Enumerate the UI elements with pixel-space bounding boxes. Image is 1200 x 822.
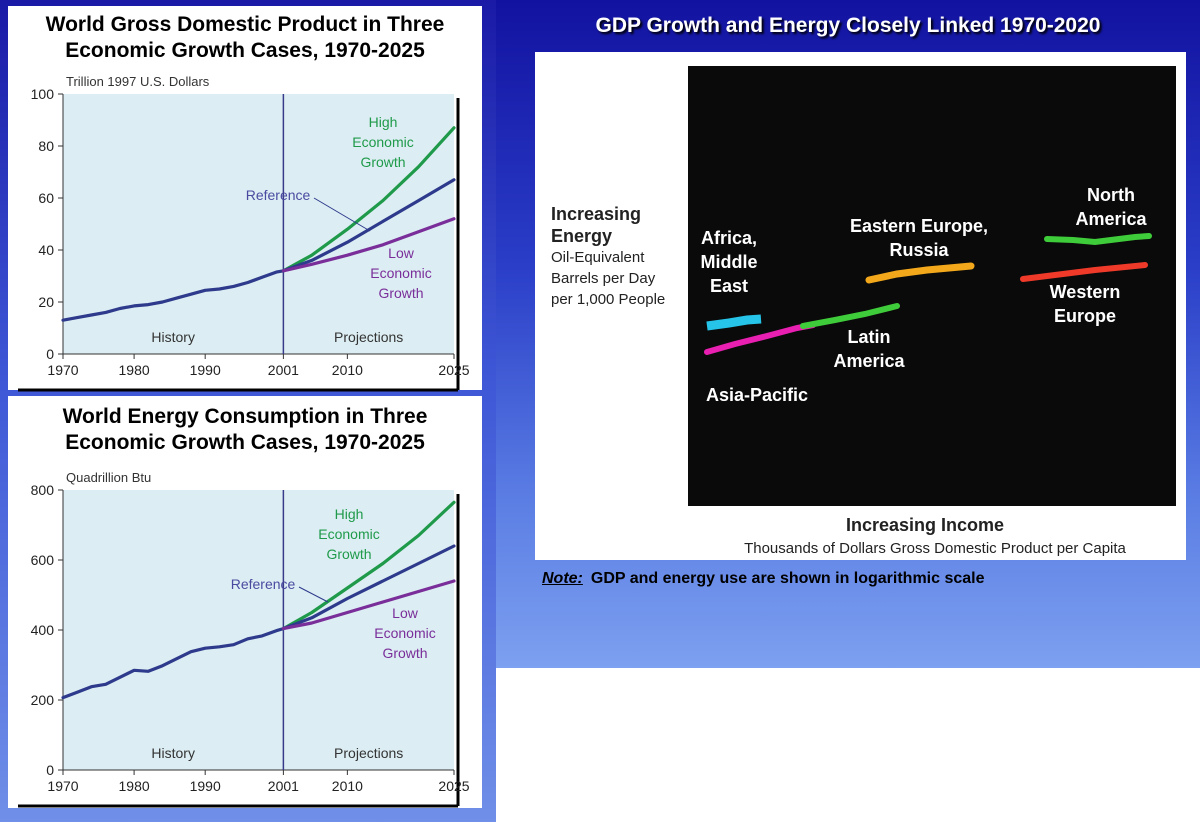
energy-annotation-low: Low: [392, 605, 419, 621]
energy-y-axis-unit: Quadrillion Btu: [66, 470, 152, 485]
gdp-chart-title: World Gross Domestic Product in Three Ec…: [45, 13, 445, 62]
link-y-axis-sublabel: per 1,000 People: [551, 291, 665, 308]
link-trace-eeurope: [865, 262, 975, 284]
link-label-weurope: Western: [1050, 282, 1121, 302]
gdp-annotation-low: Growth: [378, 285, 423, 301]
energy-y-tick-label: 800: [31, 482, 55, 498]
energy-chart-panel: World Energy Consumption in Three Econom…: [8, 396, 482, 808]
link-trace-weurope: [1020, 262, 1148, 282]
gdp-y-tick-label: 60: [38, 190, 54, 206]
energy-chart: 0 200 400 600 800 1970 1980 1990 2001 2010 2025 His…: [18, 482, 470, 808]
link-label-latam: America: [833, 351, 905, 371]
energy-x-tick-label: 1980: [119, 778, 150, 794]
energy-x-tick-label: 2025: [438, 778, 469, 794]
energy-annotation-low: Growth: [382, 645, 427, 661]
gdp-y-tick-label: 20: [38, 294, 54, 310]
energy-annotation-high: Growth: [326, 546, 371, 562]
link-plot-area: [688, 66, 1176, 506]
gdp-x-tick-label: 1970: [47, 362, 78, 378]
log-scale-note: Note: GDP and energy use are shown in log…: [542, 570, 985, 588]
link-trace-namerica: [1044, 233, 1152, 246]
gdp-plot-area: [63, 94, 454, 354]
energy-y-tick-label: 600: [31, 552, 55, 568]
energy-series-history: [61, 627, 285, 700]
energy-series-high: [281, 500, 456, 631]
energy-annotation-high: High: [335, 506, 364, 522]
note-text: GDP and energy use are shown in logarith…: [590, 570, 985, 587]
link-y-axis-sublabel: Oil-Equivalent: [551, 249, 645, 266]
energy-series-low: [281, 579, 456, 631]
energy-x-tick-label: 1970: [47, 778, 78, 794]
gdp-annotation-low: Economic: [370, 265, 431, 281]
link-chart-panel: Increasing Energy Oil-Equivalent Barrels pe…: [535, 52, 1186, 560]
link-label-latam: Latin: [848, 327, 891, 347]
energy-y-tick-label: 0: [46, 762, 54, 778]
link-label-africa: Middle: [701, 252, 758, 272]
energy-chart-title: World Energy Consumption in Three Econom…: [62, 405, 428, 454]
link-label-weurope: Europe: [1054, 306, 1116, 326]
energy-y-tick-label: 400: [31, 622, 55, 638]
gdp-series-high: [281, 126, 456, 273]
energy-x-tick-label: 2001: [268, 778, 299, 794]
gdp-y-tick-label: 40: [38, 242, 54, 258]
link-x-axis-label: Increasing Income: [846, 515, 1004, 535]
energy-projections-label: Projections: [334, 745, 403, 761]
link-x-axis-sublabel: Thousands of Dollars Gross Domestic Prod…: [744, 540, 1126, 557]
energy-series-ref: [281, 544, 456, 631]
gdp-y-axis-unit: Trillion 1997 U.S. Dollars: [66, 74, 210, 89]
energy-x-tick-label: 2010: [332, 778, 363, 794]
gdp-annotation-high: High: [369, 114, 398, 130]
gdp-series-ref: [281, 178, 456, 273]
link-y-axis-label-2: Energy: [551, 226, 612, 246]
gdp-x-tick-label: 2025: [438, 362, 469, 378]
gdp-chart-panel: World Gross Domestic Product in Three Ec…: [8, 6, 482, 392]
gdp-annotation-high: Growth: [360, 154, 405, 170]
gdp-annotation-low: Low: [388, 245, 415, 261]
link-label-eeurope: Russia: [889, 240, 949, 260]
energy-x-tick-label: 1990: [190, 778, 221, 794]
energy-history-label: History: [151, 745, 195, 761]
gdp-x-tick-label: 1990: [190, 362, 221, 378]
gdp-y-tick-label: 80: [38, 138, 54, 154]
energy-annotation-reference: Reference: [231, 576, 296, 592]
link-label-africa: Africa,: [701, 228, 757, 248]
gdp-annotation-high: Economic: [352, 134, 413, 150]
link-label-namerica: America: [1075, 209, 1147, 229]
gdp-series-history: [61, 269, 285, 322]
note-lead: Note:: [542, 570, 583, 587]
gdp-chart: 0 20 40 60 80 100 1970 1980 1990 2001 2010 2025 Hist…: [18, 86, 470, 392]
gdp-annotation-reference: Reference: [246, 187, 311, 203]
energy-annotation-reference-leader: [298, 586, 329, 603]
link-trace-latam: [800, 303, 900, 329]
gdp-x-tick-label: 2010: [332, 362, 363, 378]
energy-annotation-high: Economic: [318, 526, 379, 542]
link-trace-africa: [706, 314, 762, 331]
link-label-eeurope: Eastern Europe,: [850, 216, 988, 236]
gdp-history-label: History: [151, 329, 195, 345]
gdp-projections-label: Projections: [334, 329, 403, 345]
link-label-africa: East: [710, 276, 748, 296]
gdp-annotation-reference-leader: [313, 197, 371, 232]
gdp-y-tick-label: 100: [31, 86, 55, 102]
link-label-asia: Asia-Pacific: [706, 385, 808, 405]
energy-annotation-low: Economic: [374, 625, 435, 641]
energy-y-tick-label: 200: [31, 692, 55, 708]
gdp-x-tick-label: 1980: [119, 362, 150, 378]
link-y-axis-sublabel: Barrels per Day: [551, 270, 656, 287]
link-chart-title: GDP Growth and Energy Closely Linked 197…: [595, 14, 1101, 37]
link-label-namerica: North: [1087, 185, 1135, 205]
link-y-axis-label: Increasing: [551, 204, 641, 224]
gdp-y-tick-label: 0: [46, 346, 54, 362]
gdp-x-tick-label: 2001: [268, 362, 299, 378]
energy-plot-area: [63, 490, 454, 770]
gdp-series-low: [281, 217, 456, 273]
